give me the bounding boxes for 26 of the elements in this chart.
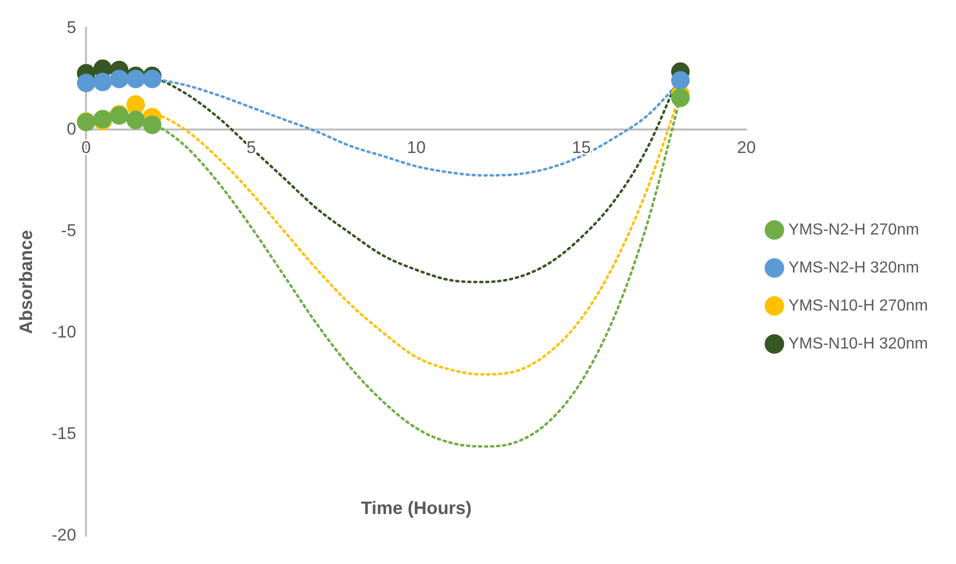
y-tick-label: -20 <box>52 525 76 544</box>
point <box>126 95 145 114</box>
point <box>142 70 162 88</box>
x-tick-label: 0 <box>81 138 91 157</box>
point <box>126 70 145 88</box>
point <box>110 70 128 88</box>
point <box>93 72 112 92</box>
y-tick-label: -5 <box>61 220 76 240</box>
point <box>671 88 690 108</box>
legend-label: YMS-N2-H 270nm <box>788 221 920 238</box>
legend-label: YMS-N2-H 320nm <box>788 259 920 276</box>
x-tick-label: 15 <box>572 138 591 157</box>
x-axis-title: Time (Hours) <box>360 498 472 518</box>
legend-label: YMS-N10-H 270nm <box>788 297 928 314</box>
x-tick-label: 20 <box>736 138 756 157</box>
point <box>76 74 96 92</box>
x-tick-label: 10 <box>406 138 426 157</box>
point <box>671 71 690 90</box>
y-tick-label: 5 <box>66 18 76 37</box>
point <box>126 110 145 130</box>
y-tick-label: -10 <box>52 322 76 342</box>
legend-label: YMS-N10-H 320nm <box>788 335 928 352</box>
y-tick-label: -15 <box>52 424 76 443</box>
y-axis-title: Absorbance <box>16 230 36 334</box>
point <box>142 116 162 134</box>
y-tick-label: 0 <box>66 119 76 138</box>
